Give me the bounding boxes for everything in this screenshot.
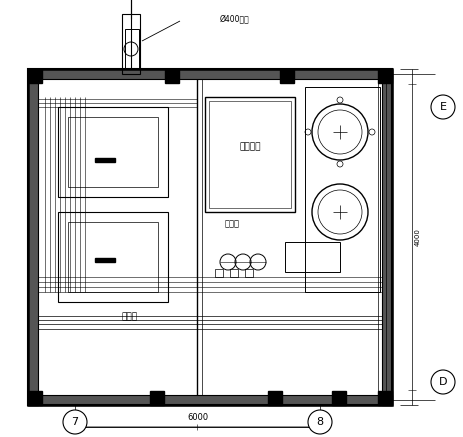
Text: 4000: 4000 xyxy=(414,228,420,246)
Bar xyxy=(95,158,115,162)
Bar xyxy=(28,69,391,405)
Text: 6000: 6000 xyxy=(187,413,207,422)
Bar xyxy=(58,212,168,302)
Bar xyxy=(125,29,139,69)
Circle shape xyxy=(63,410,87,434)
Bar xyxy=(205,97,294,212)
Bar xyxy=(28,69,391,405)
Bar xyxy=(28,69,391,405)
Bar xyxy=(68,117,158,187)
Bar xyxy=(38,79,381,395)
Bar xyxy=(381,69,391,405)
Text: 锅炉间: 锅炉间 xyxy=(122,312,138,322)
Bar xyxy=(304,87,379,292)
Bar xyxy=(165,69,179,83)
Bar xyxy=(28,69,42,83)
Bar xyxy=(28,69,38,405)
Bar xyxy=(38,79,381,395)
Text: Ø400立管: Ø400立管 xyxy=(219,14,249,24)
Circle shape xyxy=(430,370,454,394)
Bar xyxy=(68,222,158,292)
Text: E: E xyxy=(438,102,445,112)
Text: 开水间: 开水间 xyxy=(225,219,239,229)
Text: 7: 7 xyxy=(71,417,78,427)
Circle shape xyxy=(307,410,332,434)
Bar xyxy=(95,258,115,262)
Bar xyxy=(230,269,238,277)
Bar xyxy=(268,391,282,405)
Bar xyxy=(332,391,345,405)
Bar xyxy=(244,269,252,277)
Bar xyxy=(58,107,168,197)
Circle shape xyxy=(430,95,454,119)
Text: 8: 8 xyxy=(316,417,323,427)
Bar xyxy=(214,269,223,277)
Bar xyxy=(28,391,42,405)
Text: 燃气计量: 燃气计量 xyxy=(239,142,260,151)
Bar xyxy=(279,69,294,83)
Bar xyxy=(28,395,391,405)
Bar xyxy=(122,14,140,74)
Bar xyxy=(377,391,391,405)
Bar xyxy=(28,69,391,79)
Bar xyxy=(150,391,163,405)
Bar xyxy=(377,69,391,83)
Bar xyxy=(208,101,290,208)
Bar xyxy=(284,242,339,272)
Text: D: D xyxy=(438,377,446,387)
